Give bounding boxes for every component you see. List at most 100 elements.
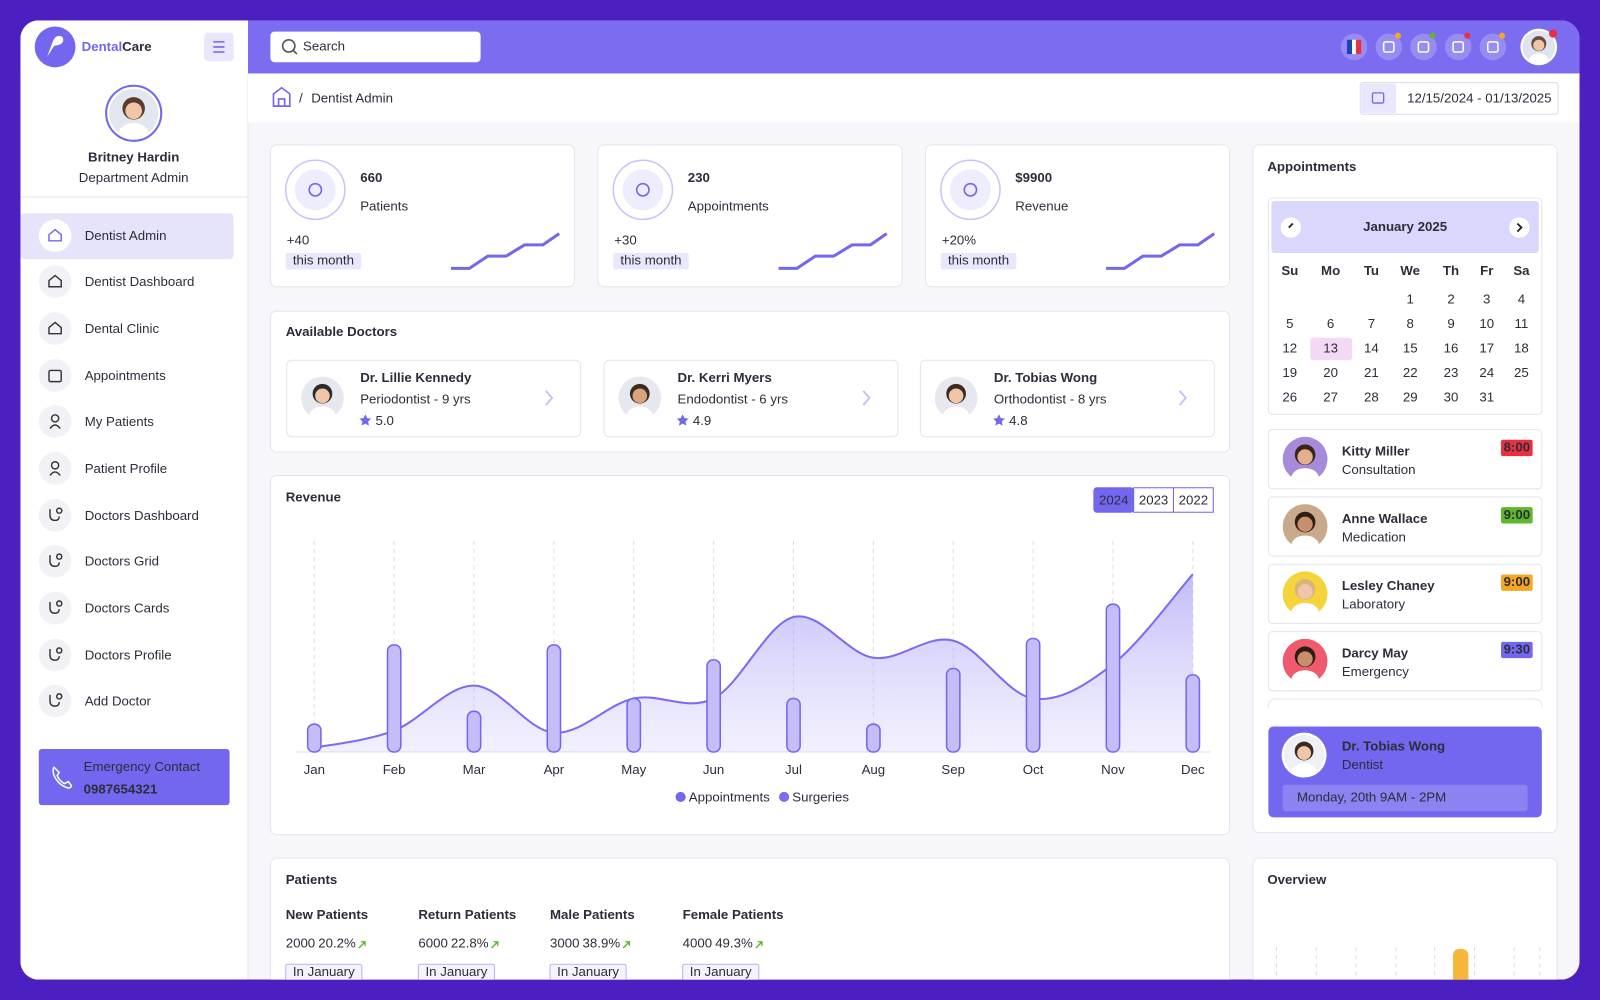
calendar-day[interactable]: 29 bbox=[1403, 389, 1418, 404]
home-icon[interactable] bbox=[272, 86, 291, 107]
calendar-day[interactable]: 5 bbox=[1286, 316, 1293, 331]
appointment-type: Medication bbox=[1342, 529, 1406, 544]
doctor-card[interactable] bbox=[603, 359, 899, 438]
stat-icon bbox=[635, 182, 650, 197]
flag bbox=[1346, 39, 1353, 55]
calendar-day[interactable]: 20 bbox=[1323, 365, 1338, 380]
calendar-day[interactable]: 7 bbox=[1368, 316, 1375, 331]
card bbox=[269, 857, 1231, 980]
area-line bbox=[314, 573, 1194, 749]
avatar-face bbox=[632, 388, 648, 404]
calendar-day[interactable]: 22 bbox=[1403, 365, 1418, 380]
stat-period: this month bbox=[293, 253, 354, 268]
section-title: Available Doctors bbox=[286, 324, 397, 339]
calendar-nav[interactable] bbox=[1509, 217, 1530, 238]
nav-label: Doctors Dashboard bbox=[85, 508, 199, 523]
top-icon-button[interactable] bbox=[1410, 33, 1437, 61]
calendar-day[interactable]: 30 bbox=[1444, 389, 1459, 404]
stat-change: +30 bbox=[614, 232, 636, 247]
nav-label: Dentist Dashboard bbox=[85, 274, 195, 289]
calendar-day[interactable]: 6 bbox=[1327, 316, 1334, 331]
notification-dot bbox=[1394, 32, 1402, 39]
avatar-body bbox=[1291, 535, 1320, 549]
appointment-time-bg bbox=[1501, 641, 1533, 659]
calendar-day[interactable]: 11 bbox=[1515, 316, 1529, 331]
brand-first: Dental bbox=[82, 38, 123, 53]
calendar-day[interactable]: 1 bbox=[1407, 292, 1414, 307]
stat-change: +20% bbox=[942, 232, 976, 247]
nav-label: Doctors Cards bbox=[85, 601, 170, 616]
overview-bar bbox=[1453, 948, 1469, 980]
avatar-body bbox=[309, 406, 336, 420]
doctor-rating: 4.8 bbox=[1009, 413, 1027, 428]
calendar-day[interactable]: 21 bbox=[1364, 365, 1379, 380]
avatar bbox=[618, 376, 662, 420]
top-icon-button[interactable] bbox=[1479, 33, 1507, 61]
phone-icon bbox=[52, 766, 73, 789]
weekday-label: Mo bbox=[1321, 263, 1340, 278]
doctor-rating: 4.9 bbox=[693, 413, 711, 428]
appointment-name: Anne Wallace bbox=[1342, 511, 1428, 526]
calendar-day[interactable]: 24 bbox=[1479, 365, 1494, 380]
avatar bbox=[109, 88, 159, 138]
search-box[interactable] bbox=[270, 31, 481, 63]
stat-period-bg bbox=[613, 253, 689, 270]
search-placeholder: Search bbox=[303, 38, 345, 53]
top-icon-button[interactable] bbox=[1444, 33, 1472, 61]
calendar-day[interactable]: 27 bbox=[1323, 389, 1338, 404]
calendar-day[interactable]: 14 bbox=[1364, 340, 1379, 355]
date-range-box[interactable] bbox=[1359, 82, 1559, 115]
top-icon bbox=[1382, 41, 1395, 53]
appointment-time: 9:00 bbox=[1504, 507, 1531, 522]
calendar-day[interactable]: 25 bbox=[1514, 365, 1529, 380]
calendar-day[interactable]: 9 bbox=[1447, 316, 1454, 331]
calendar-day[interactable]: 18 bbox=[1514, 340, 1529, 355]
calendar-day[interactable]: 16 bbox=[1444, 340, 1459, 355]
emergency-phone: 0987654321 bbox=[84, 781, 158, 796]
breadcrumb-bar bbox=[247, 73, 1580, 123]
calendar-day[interactable]: 4 bbox=[1518, 292, 1525, 307]
calendar-day[interactable]: 3 bbox=[1483, 292, 1490, 307]
doctor-card[interactable] bbox=[919, 359, 1215, 438]
appointment-card bbox=[1267, 429, 1543, 490]
trend-arrow bbox=[491, 941, 499, 949]
avatar-face bbox=[1297, 584, 1313, 600]
doctor-rating: 5.0 bbox=[376, 413, 394, 428]
doctor-specialty: Orthodontist - 8 yrs bbox=[994, 392, 1107, 407]
year-label: 2023 bbox=[1139, 493, 1168, 508]
stat-icon-bg bbox=[622, 169, 664, 211]
nav-label: Doctors Grid bbox=[85, 554, 159, 569]
nav-label: My Patients bbox=[85, 414, 155, 429]
breadcrumb-separator: / bbox=[299, 90, 303, 105]
avatar-body bbox=[1291, 670, 1320, 684]
nav-icon bbox=[48, 369, 62, 383]
calendar-day[interactable]: 17 bbox=[1479, 340, 1494, 355]
star-icon bbox=[993, 414, 1005, 426]
calendar-day[interactable]: 26 bbox=[1282, 389, 1297, 404]
nav-label: Add Doctor bbox=[85, 694, 152, 709]
calendar-day[interactable]: 13 bbox=[1323, 340, 1338, 355]
weekday-label: Fr bbox=[1480, 263, 1493, 278]
calendar-day[interactable]: 31 bbox=[1479, 389, 1494, 404]
trend-arrow bbox=[622, 941, 631, 949]
doctor-card[interactable] bbox=[286, 359, 582, 438]
appointment-time: 8:00 bbox=[1504, 439, 1531, 454]
calendar-nav[interactable] bbox=[1280, 217, 1302, 238]
calendar-day[interactable]: 10 bbox=[1479, 316, 1494, 331]
calendar-day[interactable]: 23 bbox=[1444, 365, 1459, 380]
doctor-specialty: Endodontist - 6 yrs bbox=[678, 392, 789, 407]
calendar-day[interactable]: 15 bbox=[1403, 340, 1418, 355]
calendar-day[interactable]: 28 bbox=[1364, 389, 1379, 404]
top-icon-button[interactable] bbox=[1375, 33, 1403, 61]
avatar-face bbox=[1297, 651, 1313, 667]
calendar-day[interactable]: 19 bbox=[1282, 365, 1297, 380]
year-button[interactable] bbox=[1172, 487, 1214, 513]
chevron bbox=[862, 390, 871, 406]
calendar-day[interactable]: 2 bbox=[1447, 292, 1454, 307]
patient-stat-change: 20.2% bbox=[318, 935, 356, 950]
calendar-day[interactable]: 8 bbox=[1407, 316, 1414, 331]
star-icon bbox=[676, 414, 689, 426]
calendar-day[interactable]: 12 bbox=[1282, 340, 1297, 355]
nav-icon bbox=[49, 424, 61, 430]
